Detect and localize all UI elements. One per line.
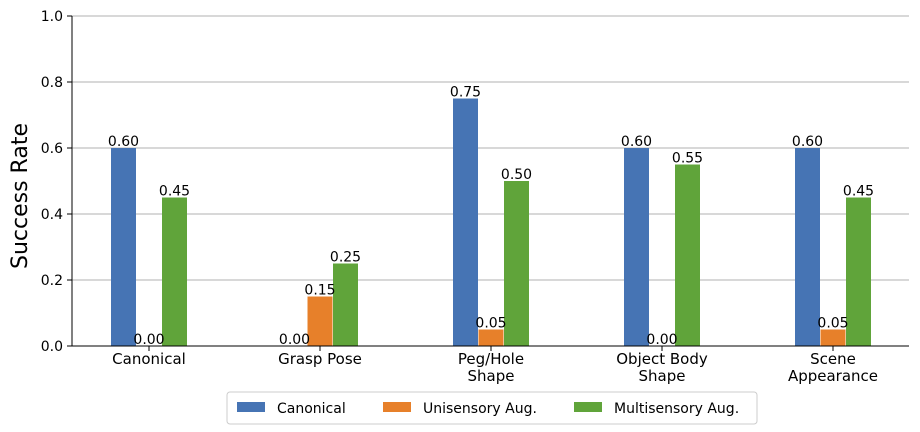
legend-swatch	[237, 402, 265, 412]
bar	[846, 197, 871, 346]
legend-box	[226, 391, 758, 425]
bars	[111, 98, 871, 346]
x-category-label: Scene Appearance	[788, 350, 878, 385]
bar	[162, 197, 187, 346]
legend-label: Multisensory Aug.	[614, 401, 739, 417]
bar	[624, 148, 649, 346]
bar-value-label: 0.25	[330, 250, 361, 266]
bar-value-label: 0.05	[475, 316, 506, 332]
y-tick-label: 0.6	[41, 141, 63, 157]
bar-value-label: 0.60	[621, 134, 652, 150]
bar-value-label: 0.15	[304, 283, 335, 299]
y-tick-label: 0.2	[41, 273, 63, 289]
y-tick-label: 0.4	[41, 207, 63, 223]
bar	[333, 263, 358, 346]
bar-value-label: 0.60	[108, 134, 139, 150]
bar-value-label: 0.50	[501, 167, 532, 183]
bar-value-label: 0.60	[792, 134, 823, 150]
bar	[453, 98, 478, 346]
bar	[111, 148, 136, 346]
bar-value-label: 0.00	[133, 332, 164, 348]
axes: 0.0 0.2 0.4 0.6 0.8 1.0 Canonical Grasp Pose Peg…	[41, 9, 909, 385]
y-axis-title: Success Rate	[8, 123, 33, 269]
legend-label: Canonical	[277, 401, 346, 417]
bar	[820, 329, 846, 346]
x-category-label: Peg/Hole Shape	[458, 350, 524, 385]
bar	[504, 181, 529, 346]
bar-value-label: 0.45	[843, 184, 874, 200]
bar	[675, 164, 700, 346]
y-tick-label: 0.8	[41, 75, 63, 91]
bar	[478, 329, 504, 346]
x-category-label: Object Body Shape	[616, 350, 708, 385]
y-tick-label: 0.0	[41, 339, 63, 355]
y-tick-label: 1.0	[41, 9, 63, 25]
legend-label: Unisensory Aug.	[423, 401, 537, 417]
x-category-label: Canonical	[112, 350, 186, 368]
bar-value-label: 0.75	[450, 85, 481, 101]
gridlines	[72, 15, 909, 281]
bar-value-label: 0.45	[159, 184, 190, 200]
bar-value-label: 0.05	[817, 316, 848, 332]
bar	[307, 296, 333, 346]
bar-value-label: 0.55	[672, 151, 703, 167]
bar	[795, 148, 820, 346]
data-labels: 0.60 0.00 0.45 0.00 0.15 0.25 0.75 0.05 0.50 0.60…	[108, 85, 874, 349]
x-category-label: Grasp Pose	[278, 350, 362, 368]
legend-swatch	[574, 402, 602, 412]
bar-value-label: 0.00	[646, 332, 677, 348]
legend-swatch	[383, 402, 411, 412]
bar-value-label: 0.00	[279, 332, 310, 348]
legend: Canonical Unisensory Aug. Multisensory Aug…	[226, 391, 758, 425]
